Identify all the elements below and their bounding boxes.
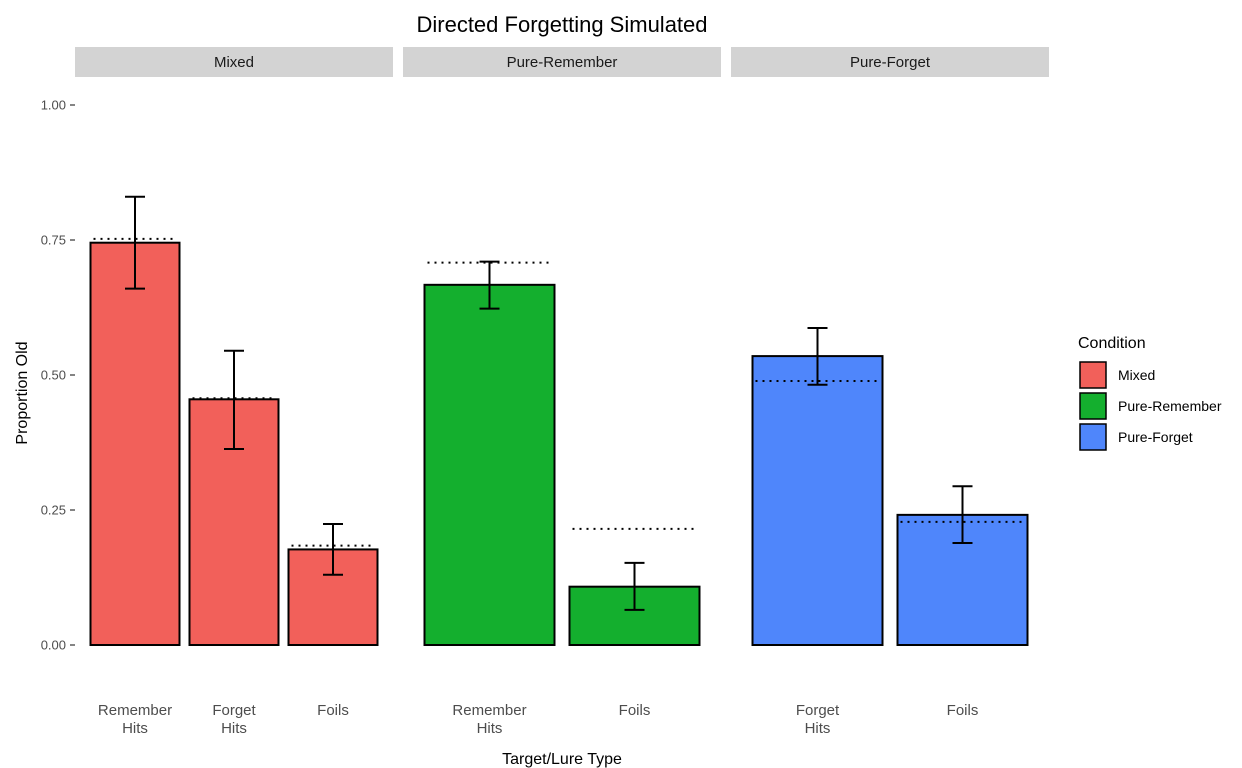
x-tick-label-line: Foils bbox=[619, 702, 651, 719]
x-tick-label-line: Hits bbox=[122, 720, 148, 737]
legend-label: Pure-Remember bbox=[1118, 398, 1222, 414]
facet-panel: Pure-Forget Forget Hits Foils bbox=[731, 47, 1049, 737]
y-tick-label: 0.75 bbox=[41, 233, 66, 248]
x-tick-label: Foils bbox=[619, 702, 651, 719]
x-tick-label: Forget Hits bbox=[796, 702, 840, 737]
y-axis: 0.00 0.25 0.50 0.75 1.00 bbox=[41, 98, 75, 653]
x-tick-label: Remember Hits bbox=[98, 702, 172, 737]
x-tick-label-line: Hits bbox=[805, 720, 831, 737]
x-tick-label-line: Forget bbox=[212, 702, 256, 719]
x-axis-title: Target/Lure Type bbox=[502, 751, 622, 768]
legend: Condition Mixed Pure-Remember Pure-Forget bbox=[1078, 335, 1222, 451]
x-tick-label-line: Forget bbox=[796, 702, 840, 719]
facet-strip bbox=[403, 47, 721, 77]
legend-swatch bbox=[1079, 361, 1107, 389]
facet-strip bbox=[731, 47, 1049, 77]
legend-swatch bbox=[1079, 392, 1107, 420]
x-tick-label-line: Foils bbox=[317, 702, 349, 719]
bar bbox=[423, 283, 556, 646]
facet-strip bbox=[75, 47, 393, 77]
x-tick-label-line: Foils bbox=[947, 702, 979, 719]
x-tick-label-line: Hits bbox=[221, 720, 247, 737]
x-tick-label-line: Remember bbox=[98, 702, 172, 719]
y-tick-label: 0.00 bbox=[41, 638, 66, 653]
x-tick-label: Foils bbox=[317, 702, 349, 719]
y-axis-title: Proportion Old bbox=[14, 341, 31, 444]
legend-title: Condition bbox=[1078, 335, 1146, 352]
x-tick-label: Foils bbox=[947, 702, 979, 719]
legend-label: Mixed bbox=[1118, 367, 1155, 383]
x-tick-label: Remember Hits bbox=[452, 702, 526, 737]
y-tick-label: 1.00 bbox=[41, 98, 66, 113]
bar bbox=[751, 355, 884, 646]
legend-swatch bbox=[1079, 423, 1107, 451]
legend-label: Pure-Forget bbox=[1118, 429, 1193, 445]
bar bbox=[89, 241, 181, 646]
chart-title: Directed Forgetting Simulated bbox=[416, 12, 707, 37]
x-tick-label-line: Hits bbox=[477, 720, 503, 737]
facet-strip-label: Pure-Remember bbox=[507, 54, 618, 71]
y-tick-label: 0.25 bbox=[41, 503, 66, 518]
x-tick-label-line: Remember bbox=[452, 702, 526, 719]
facet-strip-label: Mixed bbox=[214, 54, 254, 71]
x-tick-label: Forget Hits bbox=[212, 702, 256, 737]
facet-strip-label: Pure-Forget bbox=[850, 54, 931, 71]
y-tick-label: 0.50 bbox=[41, 368, 66, 383]
legend-items: Mixed Pure-Remember Pure-Forget bbox=[1079, 361, 1222, 451]
facet-panel: Pure-Remember Remember Hits Foils bbox=[403, 47, 721, 737]
